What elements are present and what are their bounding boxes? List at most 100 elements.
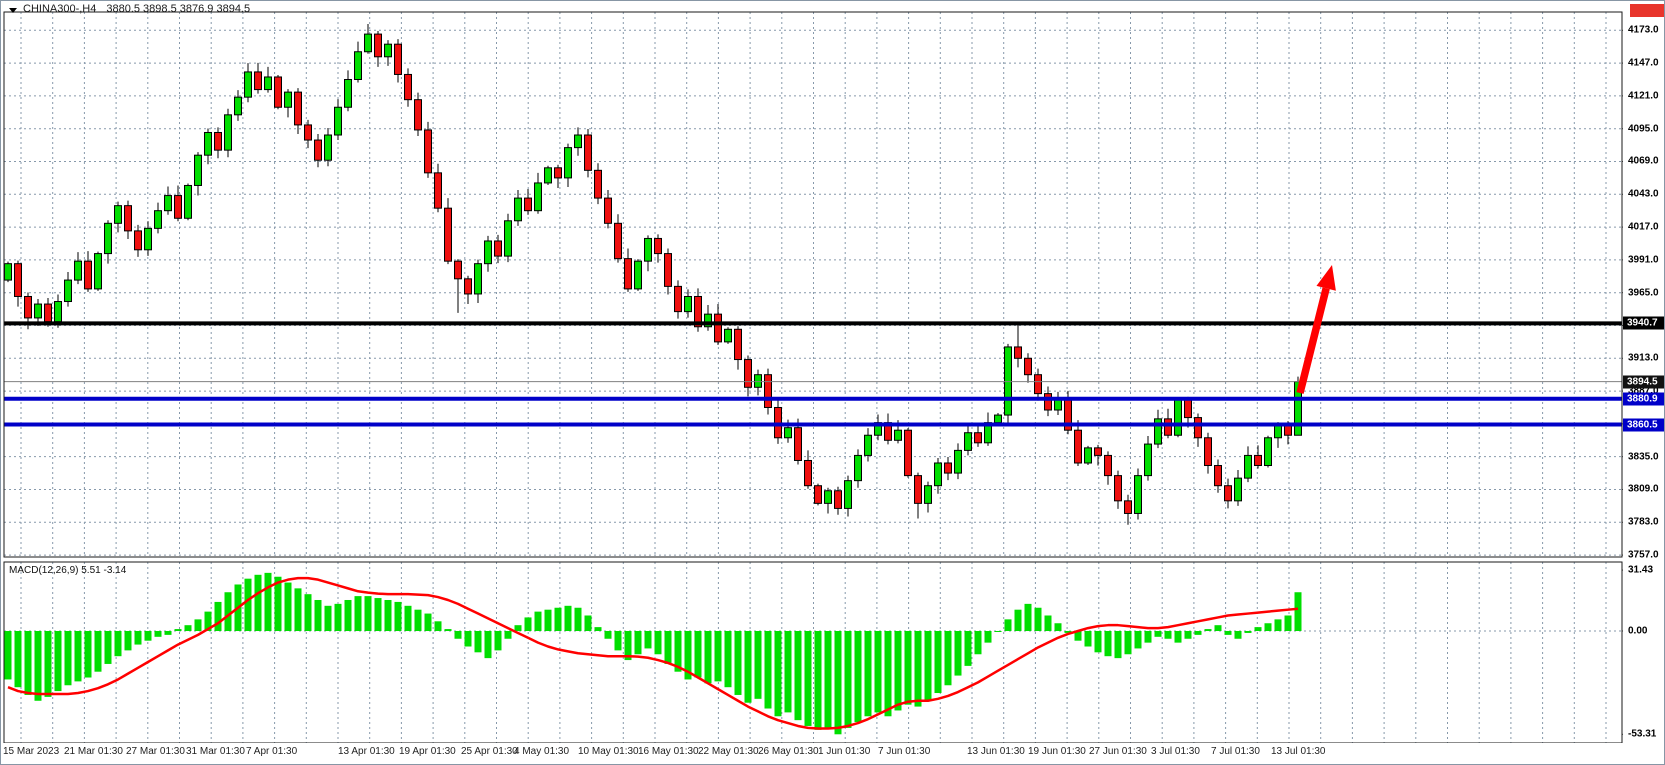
macd-hist-bar	[894, 631, 902, 711]
trend-arrow[interactable]	[1296, 265, 1336, 394]
macd-hist-bar	[64, 631, 72, 686]
macd-hist-bar	[1234, 631, 1242, 639]
candle-down	[974, 432, 982, 444]
macd-hist-bar	[604, 631, 612, 639]
time-tick-label: 31 Mar 01:30	[186, 746, 245, 757]
candle-down	[304, 124, 312, 141]
macd-hist-bar	[1164, 631, 1172, 639]
candle-down	[464, 278, 472, 295]
macd-hist-bar	[1194, 631, 1202, 635]
candle-up	[724, 328, 732, 343]
macd-hist-bar	[914, 631, 922, 707]
macd-hist-bar	[124, 631, 132, 651]
macd-hist-bar	[154, 631, 162, 637]
time-tick-label: 15 Mar 2023	[3, 746, 60, 757]
macd-hist-bar	[834, 631, 842, 735]
macd-layer	[4, 572, 1302, 735]
candle-down	[294, 91, 302, 126]
candle-down	[44, 303, 52, 323]
macd-hist-bar	[1264, 623, 1272, 631]
candle-down	[394, 43, 402, 75]
macd-hist-bar	[34, 631, 42, 701]
price-tick-label: 3835.0	[1628, 451, 1659, 463]
candle-up	[514, 197, 522, 222]
candle-up	[1264, 437, 1272, 467]
macd-hist-bar	[964, 631, 972, 666]
candle-down	[134, 230, 142, 251]
macd-hist-bar	[614, 631, 622, 651]
candle-down	[1184, 399, 1192, 419]
candle-down	[944, 462, 952, 474]
candle-up	[504, 220, 512, 257]
time-tick-label: 19 Apr 01:30	[399, 746, 456, 757]
macd-hist-bar	[394, 601, 402, 631]
macd-hist-bar	[134, 631, 142, 645]
candle-up	[824, 490, 832, 504]
time-axis[interactable]	[1, 743, 1664, 764]
macd-hist-bar	[864, 631, 872, 717]
candle-up	[54, 301, 62, 323]
macd-hist-bar	[554, 607, 562, 631]
macd-hist-bar	[544, 609, 552, 631]
candle-down	[594, 169, 602, 199]
macd-hist-bar	[874, 631, 882, 713]
macd-hist-bar	[824, 631, 832, 728]
macd-hist-bar	[784, 631, 792, 713]
symbol-dropdown-icon[interactable]	[9, 8, 17, 13]
candle-up	[224, 114, 232, 151]
macd-hist-bar	[284, 582, 292, 631]
candle-down	[1194, 417, 1202, 439]
candle-up	[324, 134, 332, 161]
candle-up	[184, 184, 192, 219]
macd-hist-bar	[1124, 631, 1132, 655]
candle-down	[494, 240, 502, 257]
macd-hist-bar	[1224, 631, 1232, 635]
macd-hist-bar	[534, 611, 542, 631]
macd-hist-bar	[454, 631, 462, 639]
price-level-badge: 3894.5	[1623, 375, 1664, 389]
macd-hist-bar	[594, 627, 602, 631]
time-tick-label: 26 May 01:30	[758, 746, 819, 757]
price-axis[interactable]	[1623, 1, 1664, 743]
candle-up	[1144, 443, 1152, 477]
candle-down	[804, 459, 812, 487]
time-tick-label: 13 Jun 01:30	[967, 746, 1025, 757]
candle-up	[1054, 399, 1062, 411]
candle-up	[164, 195, 172, 212]
candle-up	[954, 449, 962, 474]
candle-down	[274, 76, 282, 108]
macd-hist-bar	[434, 621, 442, 631]
candle-down	[614, 222, 622, 260]
macd-hist-bar	[374, 598, 382, 631]
macd-hist-bar	[294, 588, 302, 631]
macd-tick-label: 31.43	[1628, 564, 1654, 576]
candle-down	[174, 195, 182, 219]
symbol-timeframe-label: CHINA300-,H4	[23, 3, 97, 15]
candle-up	[1234, 477, 1242, 502]
macd-tick-label: -53.31	[1628, 728, 1657, 740]
macd-hist-bar	[1294, 592, 1302, 631]
time-tick-label: 4 May 01:30	[514, 746, 570, 757]
candle-up	[334, 106, 342, 136]
macd-hist-bar	[1034, 607, 1042, 631]
time-tick-label: 13 Jul 01:30	[1271, 746, 1326, 757]
macd-hist-bar	[764, 631, 772, 709]
macd-hist-bar	[684, 631, 692, 680]
candle-up	[1244, 454, 1252, 479]
macd-hist-bar	[214, 601, 222, 631]
macd-hist-bar	[84, 631, 92, 678]
candle-up	[644, 237, 652, 262]
time-tick-label: 27 Jun 01:30	[1089, 746, 1147, 757]
candle-up	[544, 167, 552, 184]
macd-hist-bar	[814, 631, 822, 730]
macd-hist-bar	[944, 631, 952, 686]
candle-up	[114, 205, 122, 224]
candle-down	[914, 475, 922, 504]
macd-hist-bar	[1214, 625, 1222, 631]
candle-up	[634, 260, 642, 290]
macd-hist-bar	[524, 617, 532, 631]
candle-down	[764, 374, 772, 408]
macd-hist-bar	[1014, 609, 1022, 631]
macd-indicator-label: MACD(12,26,9) 5.51 -3.14	[9, 565, 127, 576]
